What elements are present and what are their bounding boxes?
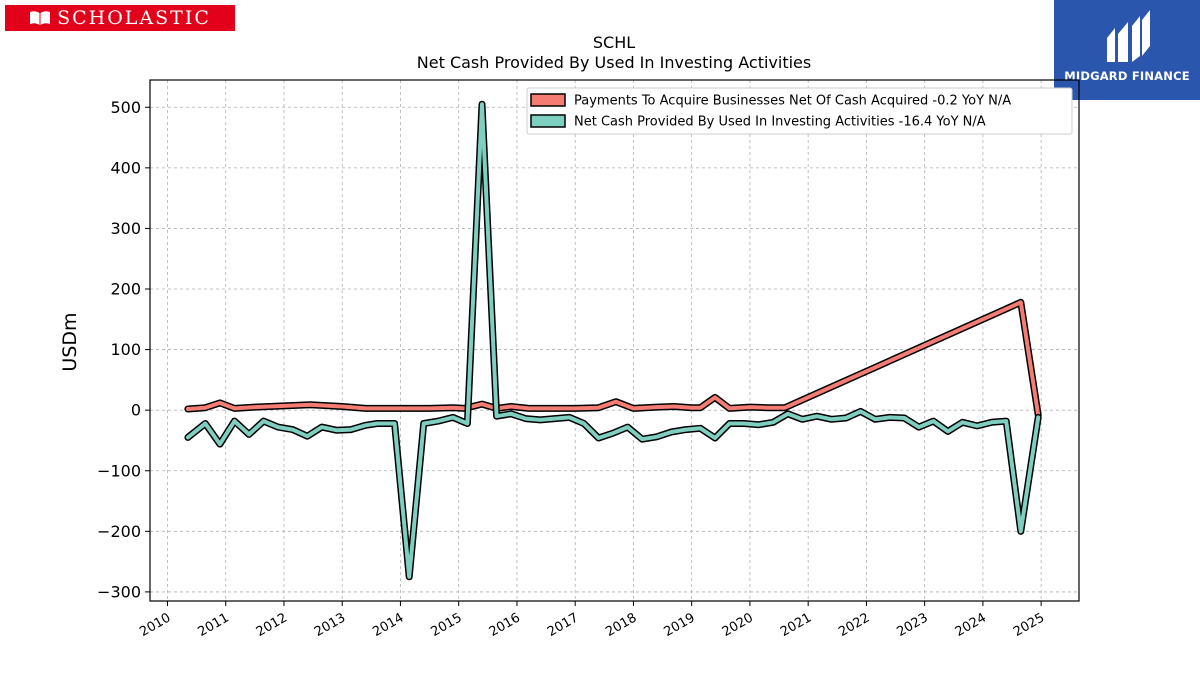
y-tick-label: −300 [97, 582, 141, 601]
x-tick-label: 2015 [429, 610, 465, 640]
grid-lines [150, 80, 1079, 601]
x-tick-label: 2014 [370, 610, 406, 640]
plot-frame [149, 79, 1080, 602]
y-tick-label: 200 [110, 280, 141, 299]
open-book-icon [30, 11, 51, 25]
y-tick-label: 0 [131, 401, 141, 420]
x-tick-label: 2010 [137, 610, 173, 640]
midgard-finance-logo: MIDGARD FINANCE [1054, 0, 1200, 100]
x-tick-label: 2020 [720, 610, 756, 640]
midgard-logo-text: MIDGARD FINANCE [1064, 69, 1190, 83]
y-tick-label: −200 [97, 522, 141, 541]
y-tick-label: 400 [110, 158, 141, 177]
x-tick-label: 2011 [196, 610, 232, 640]
y-tick-label: 100 [110, 340, 141, 359]
x-tick-label: 2019 [662, 610, 698, 640]
x-axis-ticks: 2010 2011 2012 2013 2014 2015 2016 2017 2018 2019… [137, 601, 1047, 640]
series-payments-to-acquire-businesses [184, 298, 1042, 419]
chart-subtitle: Net Cash Provided By Used In Investing A… [417, 53, 811, 72]
series-outline-net-cash-investing-activities [184, 100, 1042, 581]
x-tick-label: 2025 [1011, 610, 1047, 640]
y-axis-label: USDm [59, 312, 81, 371]
midgard-emblem-icon [1107, 10, 1150, 62]
y-tick-label: 500 [110, 98, 141, 117]
legend-label-net-cash: Net Cash Provided By Used In Investing A… [574, 115, 986, 130]
scholastic-logo: SCHOLASTIC [5, 5, 235, 31]
legend-box [526, 87, 1073, 135]
y-axis-ticks: −300 −200 −100 0 100 200 300 400 500 [97, 98, 150, 601]
x-tick-label: 2021 [778, 610, 814, 640]
x-tick-label: 2017 [545, 610, 581, 640]
series-net-cash-investing-activities [184, 100, 1042, 581]
series-outline-payments-to-acquire-businesses [184, 298, 1042, 419]
x-tick-label: 2023 [894, 610, 930, 640]
legend-swatch-net-cash [530, 114, 566, 128]
x-tick-label: 2018 [603, 610, 639, 640]
legend: Payments To Acquire Businesses Net Of Ca… [526, 87, 1073, 135]
legend-swatch-payments [530, 93, 566, 107]
series-line-payments-to-acquire-businesses [185, 300, 1041, 417]
legend-label-payments: Payments To Acquire Businesses Net Of Ca… [574, 94, 1011, 109]
series-line-net-cash-investing-activities [185, 102, 1041, 579]
chart-title: SCHL [593, 33, 635, 52]
y-tick-label: 300 [110, 219, 141, 238]
series-lines [184, 100, 1042, 581]
x-tick-label: 2013 [312, 610, 348, 640]
x-tick-label: 2016 [487, 610, 523, 640]
x-tick-label: 2022 [836, 610, 872, 640]
x-tick-label: 2024 [953, 610, 989, 640]
scholastic-logo-text: SCHOLASTIC [57, 7, 211, 29]
x-tick-label: 2012 [254, 610, 290, 640]
y-tick-label: −100 [97, 461, 141, 480]
